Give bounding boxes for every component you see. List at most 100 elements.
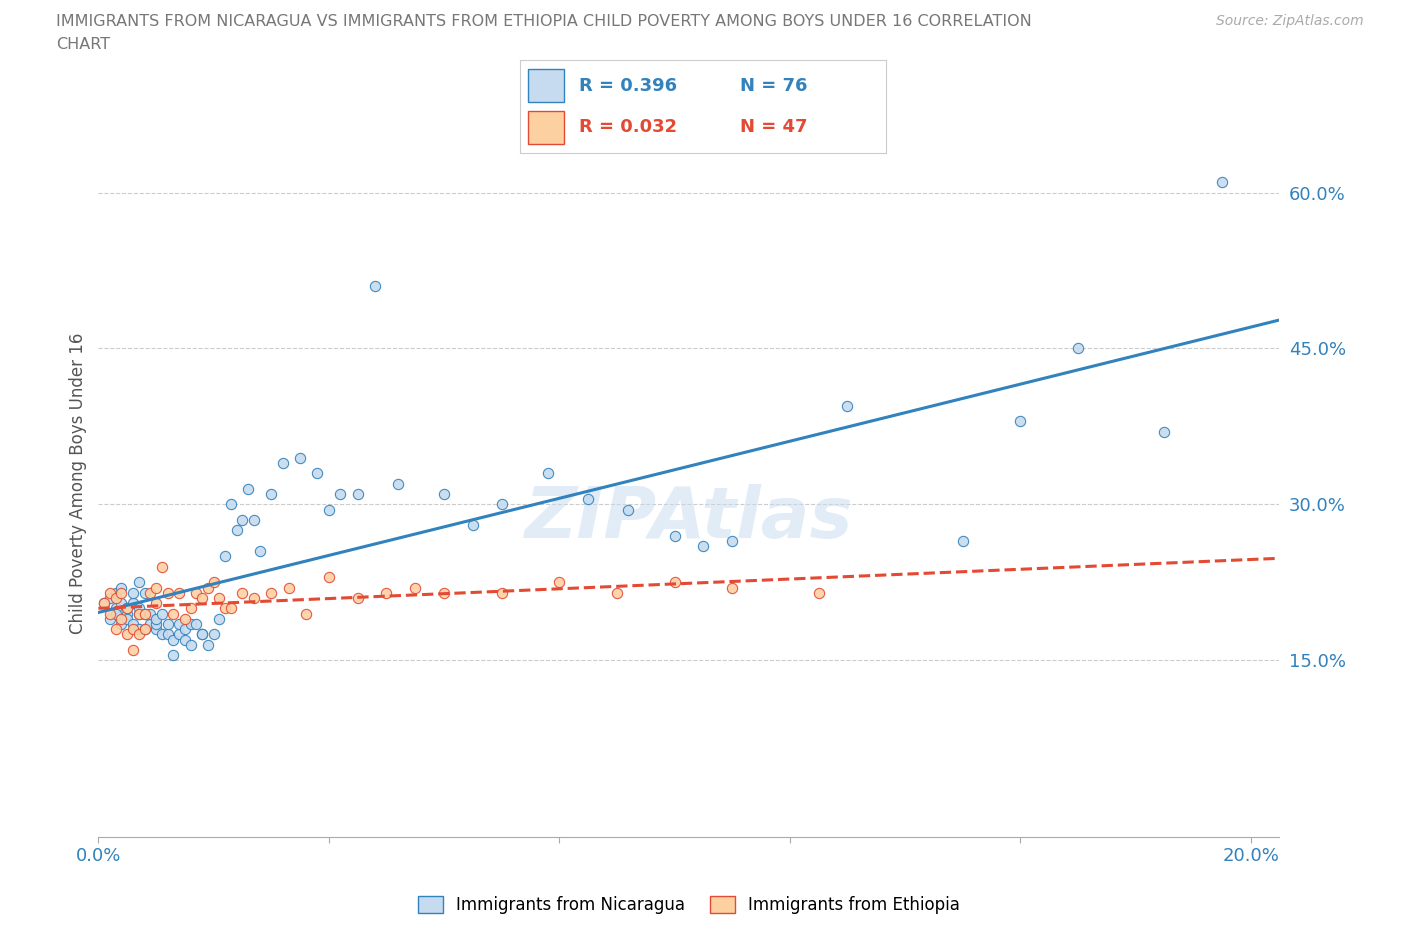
Point — [208, 591, 231, 605]
Text: N = 76: N = 76 — [740, 76, 807, 95]
FancyBboxPatch shape — [527, 69, 564, 102]
Point — [208, 611, 231, 626]
Point — [139, 617, 162, 631]
Point — [128, 621, 150, 636]
Point — [191, 627, 214, 642]
Point — [93, 596, 115, 611]
Point — [162, 647, 184, 662]
Point — [167, 585, 190, 600]
Point — [186, 585, 208, 600]
Point — [156, 627, 179, 642]
Point — [807, 585, 830, 600]
Point — [173, 611, 195, 626]
Point — [288, 450, 311, 465]
Point — [375, 585, 398, 600]
Point — [134, 606, 156, 621]
Point — [329, 486, 352, 501]
Point — [173, 632, 195, 647]
Point — [122, 617, 145, 631]
Point — [98, 606, 121, 621]
Point — [150, 606, 173, 621]
Text: IMMIGRANTS FROM NICARAGUA VS IMMIGRANTS FROM ETHIOPIA CHILD POVERTY AMONG BOYS U: IMMIGRANTS FROM NICARAGUA VS IMMIGRANTS … — [56, 14, 1032, 29]
Point — [387, 476, 409, 491]
Point — [115, 627, 138, 642]
Point — [307, 466, 329, 481]
Text: Source: ZipAtlas.com: Source: ZipAtlas.com — [1216, 14, 1364, 28]
Point — [1211, 175, 1233, 190]
Point — [433, 585, 456, 600]
Point — [219, 601, 242, 616]
Point — [260, 585, 283, 600]
Point — [145, 611, 167, 626]
Point — [98, 591, 121, 605]
Text: CHART: CHART — [56, 37, 110, 52]
Point — [721, 533, 744, 548]
Point — [225, 523, 247, 538]
Point — [1153, 424, 1175, 439]
Point — [606, 585, 628, 600]
Point — [122, 621, 145, 636]
Point — [364, 279, 387, 294]
FancyBboxPatch shape — [527, 111, 564, 144]
Point — [115, 611, 138, 626]
Point — [346, 591, 368, 605]
Point — [271, 456, 294, 471]
Point — [1010, 414, 1032, 429]
Point — [115, 601, 138, 616]
Point — [249, 544, 271, 559]
Point — [98, 585, 121, 600]
Point — [180, 637, 202, 652]
Point — [318, 570, 340, 585]
Point — [104, 621, 127, 636]
Point — [122, 643, 145, 658]
Point — [243, 591, 266, 605]
Point — [231, 585, 253, 600]
Point — [150, 559, 173, 574]
Point — [110, 585, 132, 600]
Point — [180, 617, 202, 631]
Point — [318, 502, 340, 517]
Point — [134, 585, 156, 600]
Point — [162, 632, 184, 647]
Point — [150, 627, 173, 642]
Point — [104, 585, 127, 600]
Point — [134, 606, 156, 621]
Point — [461, 518, 484, 533]
Point — [548, 575, 571, 590]
Point — [664, 575, 686, 590]
Point — [238, 482, 260, 497]
Point — [145, 621, 167, 636]
Point — [128, 575, 150, 590]
Point — [139, 606, 162, 621]
Point — [219, 497, 242, 512]
Point — [145, 617, 167, 631]
Point — [167, 627, 190, 642]
Point — [145, 580, 167, 595]
Point — [191, 591, 214, 605]
Point — [202, 627, 225, 642]
Point — [145, 596, 167, 611]
Point — [110, 580, 132, 595]
Point — [186, 617, 208, 631]
Point — [134, 621, 156, 636]
Point — [202, 575, 225, 590]
Point — [576, 492, 599, 507]
Point — [156, 617, 179, 631]
Point — [180, 601, 202, 616]
Point — [134, 621, 156, 636]
Point — [277, 580, 299, 595]
Point — [110, 596, 132, 611]
Point — [433, 486, 456, 501]
Point — [128, 601, 150, 616]
Point — [128, 606, 150, 621]
Point — [295, 606, 318, 621]
Point — [537, 466, 560, 481]
Point — [952, 533, 974, 548]
Point — [231, 512, 253, 527]
Point — [243, 512, 266, 527]
Point — [197, 580, 219, 595]
Point — [98, 611, 121, 626]
Point — [110, 611, 132, 626]
Point — [104, 601, 127, 616]
Point — [128, 627, 150, 642]
